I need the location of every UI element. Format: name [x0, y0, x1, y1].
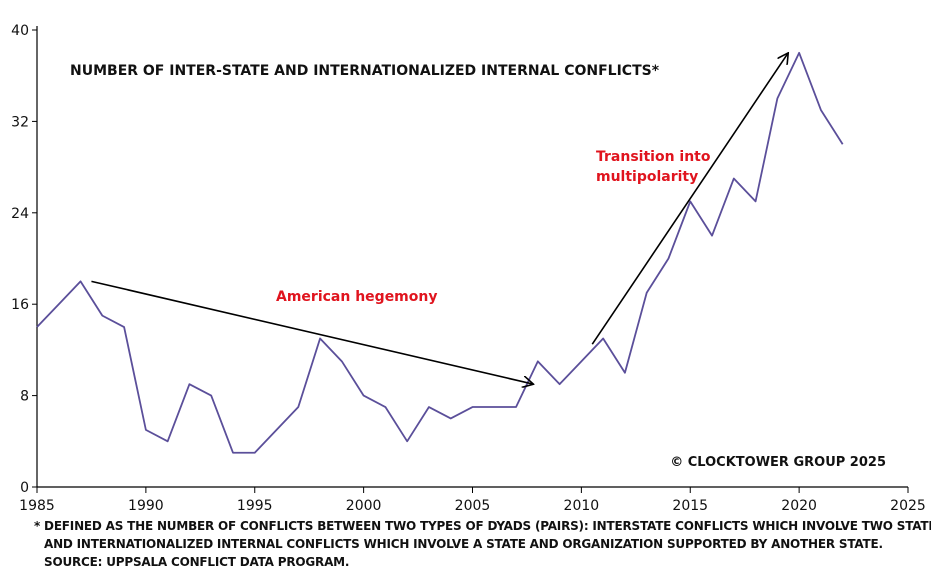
data-point	[252, 450, 257, 455]
data-point	[100, 313, 105, 318]
annotation-american-hegemony: American hegemony	[276, 289, 438, 305]
annotation-arrow	[591, 53, 788, 345]
data-point	[818, 107, 823, 112]
footnote-definition-line1: * DEFINED AS THE NUMBER OF CONFLICTS BET…	[34, 519, 931, 533]
line-chart: 0 8 16 24 32 40 1985 1990 1995 2000 2005 2010 2015 20…	[11, 23, 926, 514]
x-tick-label: 2000	[346, 498, 382, 514]
x-tick-label: 2025	[890, 498, 926, 514]
data-point	[339, 359, 344, 364]
data-point	[187, 382, 192, 387]
chart-title: NUMBER OF INTER-STATE AND INTERNATIONALI…	[70, 63, 660, 79]
data-point	[622, 370, 627, 375]
x-tick-label: 2010	[564, 498, 600, 514]
footnote-source: SOURCE: UPPSALA CONFLICT DATA PROGRAM.	[44, 555, 350, 569]
y-tick-label: 32	[11, 114, 29, 130]
data-point	[165, 439, 170, 444]
annotation-arrow	[91, 280, 533, 384]
y-tick-label: 8	[20, 389, 29, 405]
data-point	[56, 302, 61, 307]
x-tick-label: 2020	[781, 498, 817, 514]
series-line	[36, 51, 844, 454]
y-tick-label: 16	[11, 297, 29, 313]
y-tick-label: 40	[11, 23, 29, 39]
data-point	[405, 439, 410, 444]
data-point	[383, 405, 388, 410]
data-point	[557, 382, 562, 387]
copyright-label: © CLOCKTOWER GROUP 2025	[670, 455, 886, 470]
data-point	[318, 336, 323, 341]
annotation-transition-line2: multipolarity	[596, 169, 698, 185]
data-point	[122, 325, 127, 330]
y-tick-label: 0	[20, 480, 29, 496]
data-point	[361, 393, 366, 398]
tick-labels: 0 8 16 24 32 40 1985 1990 1995 2000 2005 2010 2015 20…	[11, 23, 926, 514]
data-point	[448, 416, 453, 421]
annotation-transition-line1: Transition into	[596, 149, 711, 165]
data-point	[710, 233, 715, 238]
data-point	[731, 176, 736, 181]
annotation-arrows	[91, 53, 788, 384]
data-point	[666, 256, 671, 261]
series-layer	[35, 50, 845, 455]
data-point	[514, 405, 519, 410]
data-point	[426, 405, 431, 410]
data-point	[797, 50, 802, 55]
data-point	[492, 405, 497, 410]
data-point	[274, 427, 279, 432]
x-tick-label: 1995	[237, 498, 273, 514]
data-point	[535, 359, 540, 364]
data-point	[35, 325, 40, 330]
x-tick-label: 1990	[128, 498, 164, 514]
data-point	[78, 279, 83, 284]
footnote-definition-line2: AND INTERNATIONALIZED INTERNAL CONFLICTS…	[44, 537, 883, 551]
data-point	[644, 290, 649, 295]
x-tick-label: 2015	[672, 498, 708, 514]
data-point	[601, 336, 606, 341]
data-point	[775, 96, 780, 101]
data-point	[753, 199, 758, 204]
data-point	[296, 405, 301, 410]
data-point	[579, 359, 584, 364]
data-point	[840, 142, 845, 147]
data-point	[470, 405, 475, 410]
x-tick-label: 2005	[455, 498, 491, 514]
x-tick-label: 1985	[19, 498, 55, 514]
data-point	[230, 450, 235, 455]
axes	[32, 26, 909, 493]
y-tick-label: 24	[11, 206, 29, 222]
data-point	[143, 427, 148, 432]
data-point	[209, 393, 214, 398]
